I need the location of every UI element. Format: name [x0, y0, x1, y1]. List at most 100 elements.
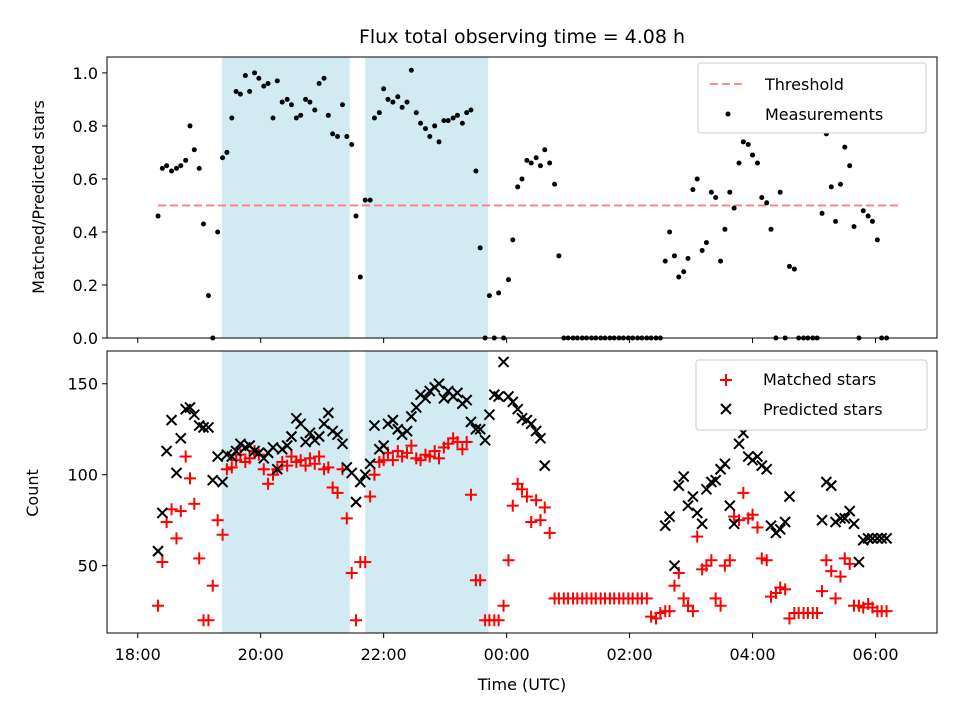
matched-star-point [525, 516, 538, 529]
measurement-point [220, 155, 226, 161]
legend-measurements-swatch [725, 111, 731, 117]
predicted-star-point [724, 499, 736, 512]
measurement-point [316, 81, 322, 87]
predicted-star-point [866, 532, 879, 545]
matched-star-point [368, 468, 381, 481]
measurement-point [408, 67, 414, 73]
bottom-x-axis: 18:00 20:00 22:00 00:00 02:00 04:00 06:00 [115, 633, 899, 664]
predicted-star-point [359, 469, 371, 481]
matched-star-point [506, 499, 519, 512]
bottom-plot-frame [106, 350, 938, 634]
measurement-point [860, 208, 866, 214]
x-tick-label: 06:00 [852, 645, 898, 664]
measurement-point [537, 163, 543, 169]
top-x-ticks [137, 338, 877, 343]
predicted-star-point [668, 559, 681, 572]
measurement-point [685, 255, 691, 261]
predicted-star-point [733, 438, 745, 450]
measurement-point [169, 168, 175, 174]
predicted-star-point [336, 438, 349, 450]
predicted-star-point [880, 532, 893, 545]
matched-star-point [880, 605, 893, 618]
measurement-point [851, 224, 857, 230]
matched-star-point [543, 526, 556, 539]
bottom-legend: Matched stars Predicted stars [695, 359, 928, 431]
predicted-star-point [479, 434, 491, 446]
matched-star-point [345, 566, 358, 579]
measurement-point [274, 78, 280, 84]
measurement-point [381, 86, 387, 92]
matched-star-point [152, 599, 165, 612]
measurement-point [722, 226, 728, 232]
predicted-star-point [507, 396, 519, 408]
predicted-star-point [825, 479, 837, 492]
predicted-star-point [492, 390, 505, 403]
matched-star-point [359, 556, 372, 569]
measurement-point [759, 195, 765, 200]
measurement-point [183, 157, 189, 163]
measurement-point [229, 115, 235, 121]
predicted-star-point [165, 414, 178, 426]
top-shaded-region [365, 57, 489, 338]
predicted-star-point [345, 467, 358, 479]
predicted-star-point [419, 392, 432, 405]
measurement-point [515, 184, 521, 190]
predicted-star-point [677, 470, 690, 483]
predicted-star-point [511, 403, 524, 415]
predicted-star-point [783, 490, 796, 503]
matched-star-point [811, 606, 824, 619]
matched-star-point [530, 494, 543, 507]
y-tick-label: 50 [78, 557, 98, 576]
measurement-point [191, 147, 197, 153]
measurement-point [519, 176, 525, 182]
measurement-point [786, 263, 792, 269]
matched-star-point [737, 486, 750, 499]
matched-star-point [405, 439, 418, 452]
measurement-point [740, 139, 746, 145]
measurement-point [196, 165, 202, 171]
measurement-point [205, 293, 211, 299]
predicted-star-point [156, 507, 169, 519]
top-legend-box [697, 62, 927, 134]
legend-matched-label: Matched stars [763, 370, 876, 389]
measurement-point [178, 163, 184, 169]
y-tick-label: 100 [67, 466, 98, 485]
top-panel: 0.0 0.2 0.4 0.6 0.8 1.0 Matched/Predicted sta… [29, 56, 938, 348]
predicted-star-point [663, 510, 676, 523]
matched-star-point [820, 554, 833, 567]
measurement-point [307, 99, 313, 105]
matched-star-point [668, 579, 681, 592]
measurement-point [524, 157, 530, 163]
predicted-star-point [465, 416, 477, 428]
measurement-point [547, 160, 553, 166]
matched-star-point [257, 463, 270, 476]
predicted-star-point [853, 556, 865, 568]
matched-star-point [497, 599, 510, 612]
predicted-star-point [673, 479, 685, 492]
measurement-point [745, 141, 751, 147]
predicted-star-point [875, 532, 888, 545]
x-tick-label: 02:00 [607, 645, 653, 664]
top-shaded-region [221, 57, 350, 338]
predicted-star-point [377, 439, 390, 452]
measurement-point [418, 120, 424, 126]
predicted-star-point [350, 496, 362, 508]
matched-star-point [825, 565, 838, 578]
matched-star-point [691, 530, 704, 543]
predicted-star-point [728, 518, 740, 530]
measurement-point [261, 83, 267, 89]
matched-star-point [834, 570, 847, 583]
y-tick-label: 0.0 [73, 329, 98, 348]
predicted-star-point [525, 418, 537, 430]
measurement-point [284, 96, 290, 102]
legend-measurements-label: Measurements [765, 105, 883, 124]
measurement-point [768, 226, 774, 232]
top-y-axis: 0.0 0.2 0.4 0.6 0.8 1.0 [73, 64, 107, 348]
measurement-point [376, 110, 382, 116]
predicted-star-point [285, 430, 298, 443]
measurement-point [468, 107, 474, 113]
measurement-point [312, 107, 318, 113]
matched-star-point [516, 483, 528, 496]
predicted-star-point [483, 408, 496, 421]
matched-star-point [474, 574, 487, 587]
